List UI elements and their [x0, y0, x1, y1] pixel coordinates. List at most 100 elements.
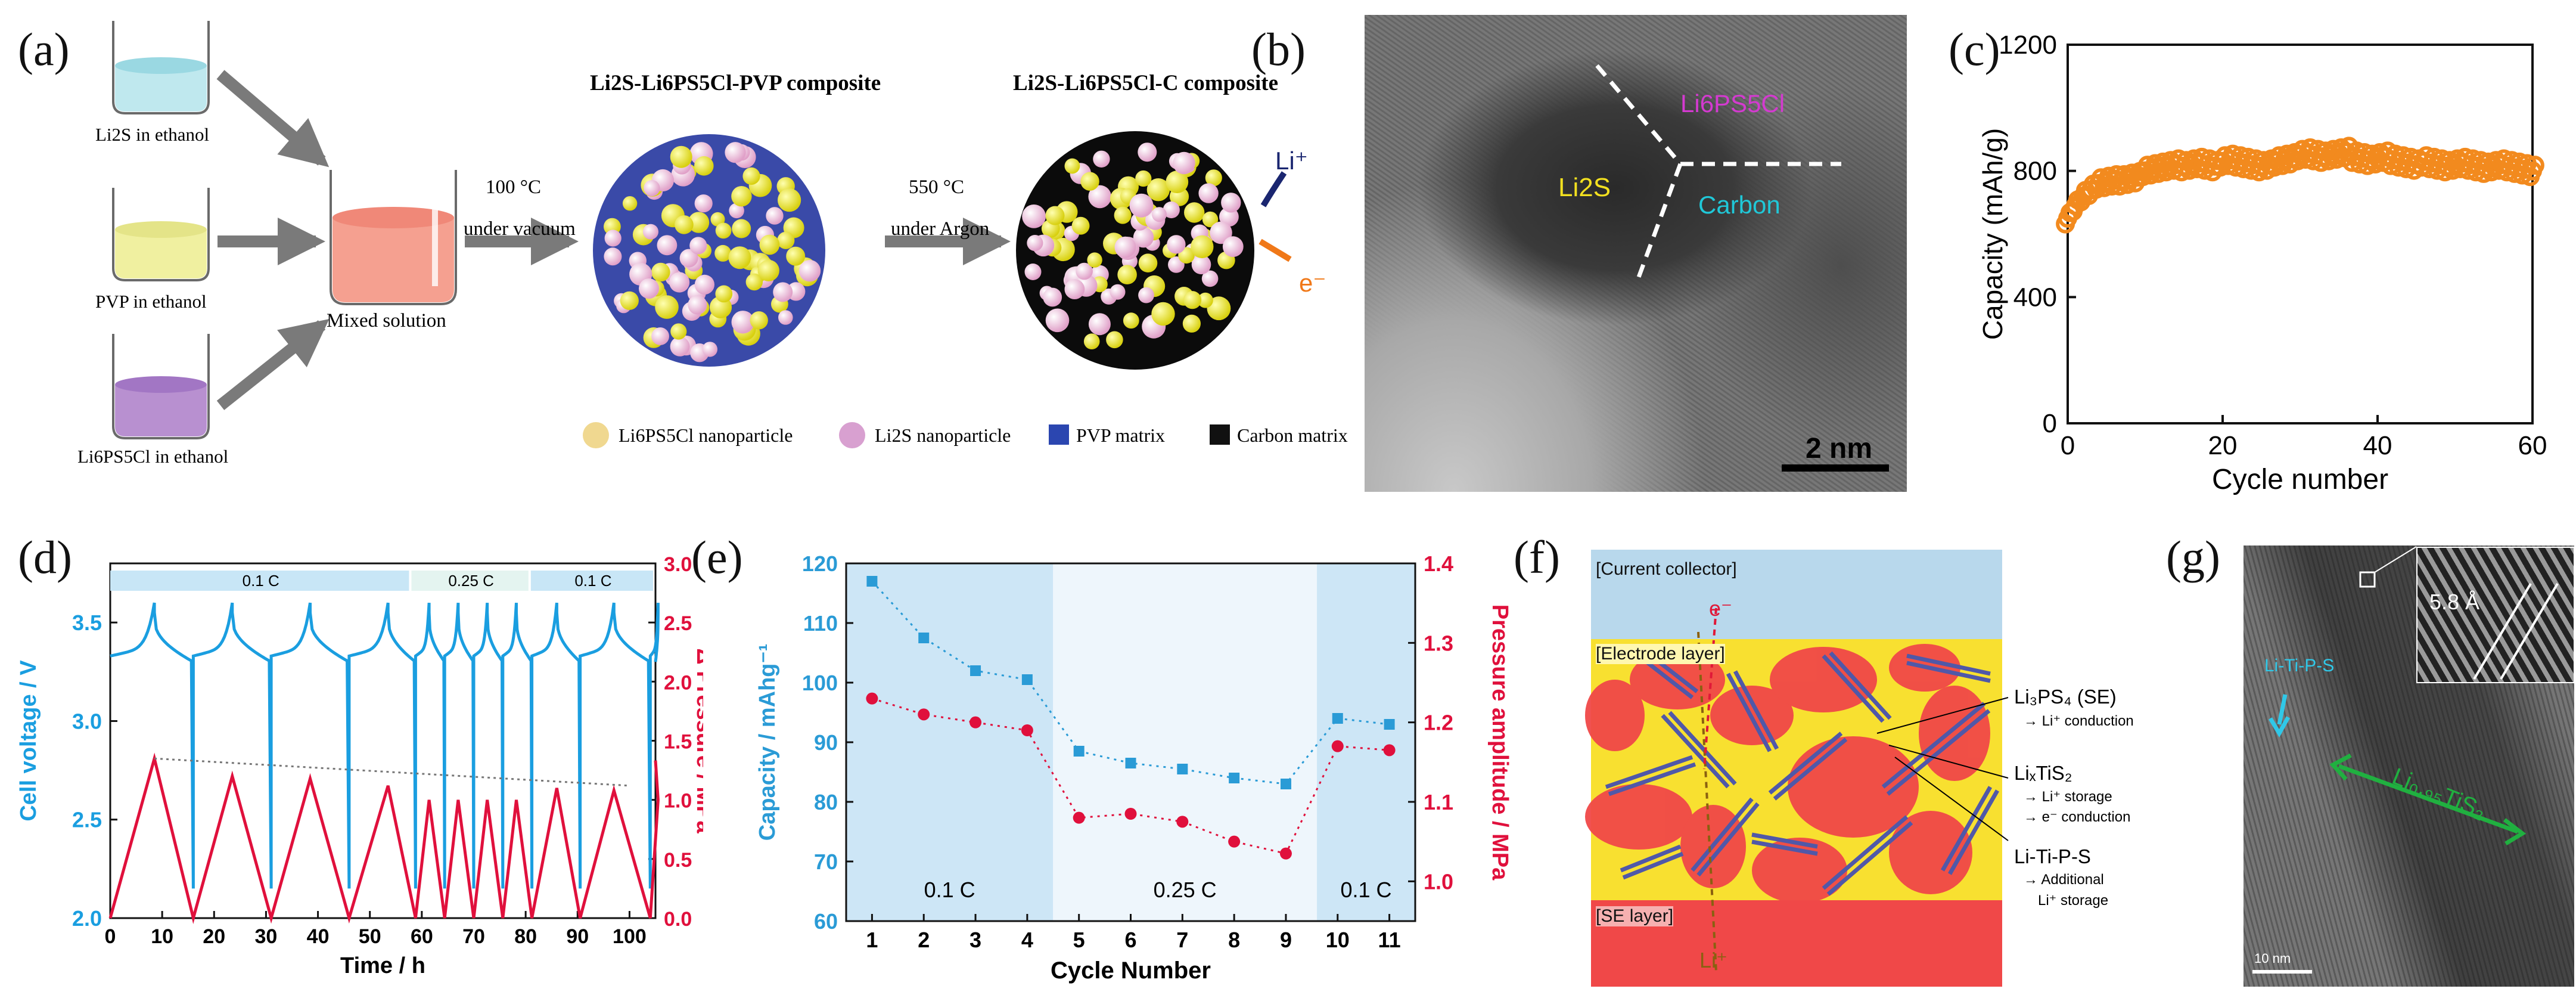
li2s-particle — [1191, 255, 1211, 275]
y2-tick-label: 1.0 — [1424, 869, 1453, 894]
pressure-point — [1021, 724, 1033, 736]
li6ps5cl-particle — [670, 323, 687, 340]
pressure-point — [970, 716, 982, 729]
li2s-particle — [1088, 185, 1111, 209]
li2s-particle — [1221, 193, 1241, 213]
mixed-solution-label: Mixed solution — [327, 310, 446, 331]
li6ps5cl-particle — [1146, 178, 1170, 202]
li2s-particle — [1173, 151, 1195, 175]
annot-lixtis2-line2: → e⁻ conduction — [2024, 809, 2131, 825]
y2-tick-label: 1.0 — [664, 790, 692, 813]
li6ps5cl-particle — [778, 188, 801, 212]
li2s-particle — [1110, 284, 1126, 300]
li6ps5cl-particle — [1135, 170, 1152, 187]
li2s-particle — [639, 278, 659, 299]
rate-label: 0.1 C — [1340, 878, 1391, 902]
composite1-title: Li2S-Li6PS5Cl-PVP composite — [590, 71, 881, 95]
x-tick-label: 9 — [1280, 928, 1292, 952]
panel-label-c: (c) — [1949, 23, 2000, 75]
y-tick-label: 1200 — [1999, 30, 2057, 60]
rate-band — [1317, 563, 1415, 921]
li6ps5cl-particle — [620, 291, 639, 310]
tem-phase-litips: Li-Ti-P-S — [2264, 656, 2335, 675]
li6ps5cl-particle — [757, 259, 779, 281]
y2-tick-label: 2.5 — [664, 612, 692, 635]
li6ps5cl-particle — [745, 273, 763, 291]
li2s-particle — [1088, 313, 1111, 336]
li2s-particle — [1129, 193, 1154, 218]
x-tick-label: 10 — [151, 925, 173, 948]
panel-a-schematic — [112, 21, 1292, 448]
legend-li6ps5cl: Li6PS5Cl nanoparticle — [619, 424, 793, 446]
li2s-particle — [1045, 308, 1070, 333]
y-axis-label: Capacity / mAhg⁻¹ — [755, 644, 780, 841]
y-tick-label: 800 — [2013, 157, 2057, 186]
li6ps5cl-particle — [777, 231, 795, 249]
li6ps5cl-particle — [714, 244, 732, 262]
x-tick-label: 3 — [970, 928, 981, 952]
x-axis-label: Cycle number — [2212, 464, 2388, 495]
li6ps5cl-particle — [742, 167, 760, 185]
li6ps5cl-particle — [670, 145, 692, 168]
rate-label: 0.25 C — [448, 572, 494, 590]
y-tick-label: 90 — [814, 730, 838, 755]
li6ps5cl-particle — [750, 311, 768, 330]
li2s-particle — [798, 260, 821, 282]
li2s-particle — [1024, 264, 1042, 280]
capacity-point — [1177, 764, 1188, 774]
li2s-particle — [725, 142, 746, 163]
pressure-point — [1176, 816, 1189, 828]
li2s-particle — [1167, 235, 1186, 254]
li2s-particle — [688, 295, 707, 315]
panel-label-a: (a) — [18, 23, 70, 75]
rate-band — [1053, 563, 1317, 921]
li2s-particle — [1043, 287, 1062, 307]
rate-band — [530, 571, 653, 591]
y2-tick-label: 3.0 — [664, 553, 692, 576]
rate-label: 0.1 C — [243, 572, 279, 590]
capacity-point — [1125, 758, 1136, 768]
li2s-particle — [1138, 142, 1157, 162]
pressure-point — [866, 692, 878, 705]
legend-li2s: Li2S nanoparticle — [875, 424, 1011, 446]
li6ps5cl-particle — [1183, 291, 1202, 309]
y2-axis-label: Δ Pressure / MPa — [692, 648, 703, 833]
annot-lixtis2-title: LiₓTiS₂ — [2014, 762, 2072, 784]
li2s-particle — [669, 272, 690, 293]
series-pressure — [108, 752, 660, 924]
li6ps5cl-particle — [710, 212, 725, 227]
li6ps5cl-particle — [622, 196, 638, 211]
panel-label-e: (e) — [691, 531, 743, 583]
capacity-point — [866, 576, 878, 587]
li2s-particle — [689, 237, 707, 255]
step2-temp: 550 °C — [909, 176, 964, 198]
tem-inset: 5.8 Å — [2416, 547, 2574, 683]
x-tick-label: 7 — [1176, 928, 1188, 952]
li2s-particle — [694, 274, 714, 295]
li6ps5cl-particle — [1045, 206, 1065, 225]
li2s-particle — [1076, 262, 1093, 280]
x-tick-label: 30 — [255, 925, 278, 948]
capacity-point — [1280, 779, 1291, 789]
tem-scale-b: 2 nm — [1806, 433, 1873, 464]
y-tick-label: 2.0 — [72, 906, 102, 931]
pressure-point — [1331, 740, 1344, 752]
y-tick-label: 120 — [802, 551, 838, 576]
capacity-point — [970, 665, 981, 676]
x-tick-label: 50 — [359, 925, 381, 948]
li6ps5cl-particle — [1182, 314, 1201, 333]
x-axis-label: Cycle Number — [1051, 957, 1211, 984]
chart-c: 0 400 800 1200 0 20 40 60 Cycle number Capacity (… — [1977, 30, 2547, 495]
annot-litips-line2: Li⁺ storage — [2038, 892, 2109, 909]
panel-label-f: (f) — [1514, 531, 1560, 583]
li2s-particle — [1022, 204, 1046, 228]
li2s-particle — [702, 342, 718, 357]
li6ps5cl-particle — [1207, 296, 1231, 321]
rate-label: 0.1 C — [574, 572, 611, 590]
li6ps5cl-particle — [1205, 169, 1222, 187]
li6ps5cl-particle — [1151, 302, 1175, 326]
pressure-point — [1073, 811, 1085, 824]
li6ps5cl-particle — [728, 246, 751, 269]
series-cell-voltage — [110, 602, 660, 889]
tem-phase-li2s: Li2S — [1558, 173, 1611, 202]
